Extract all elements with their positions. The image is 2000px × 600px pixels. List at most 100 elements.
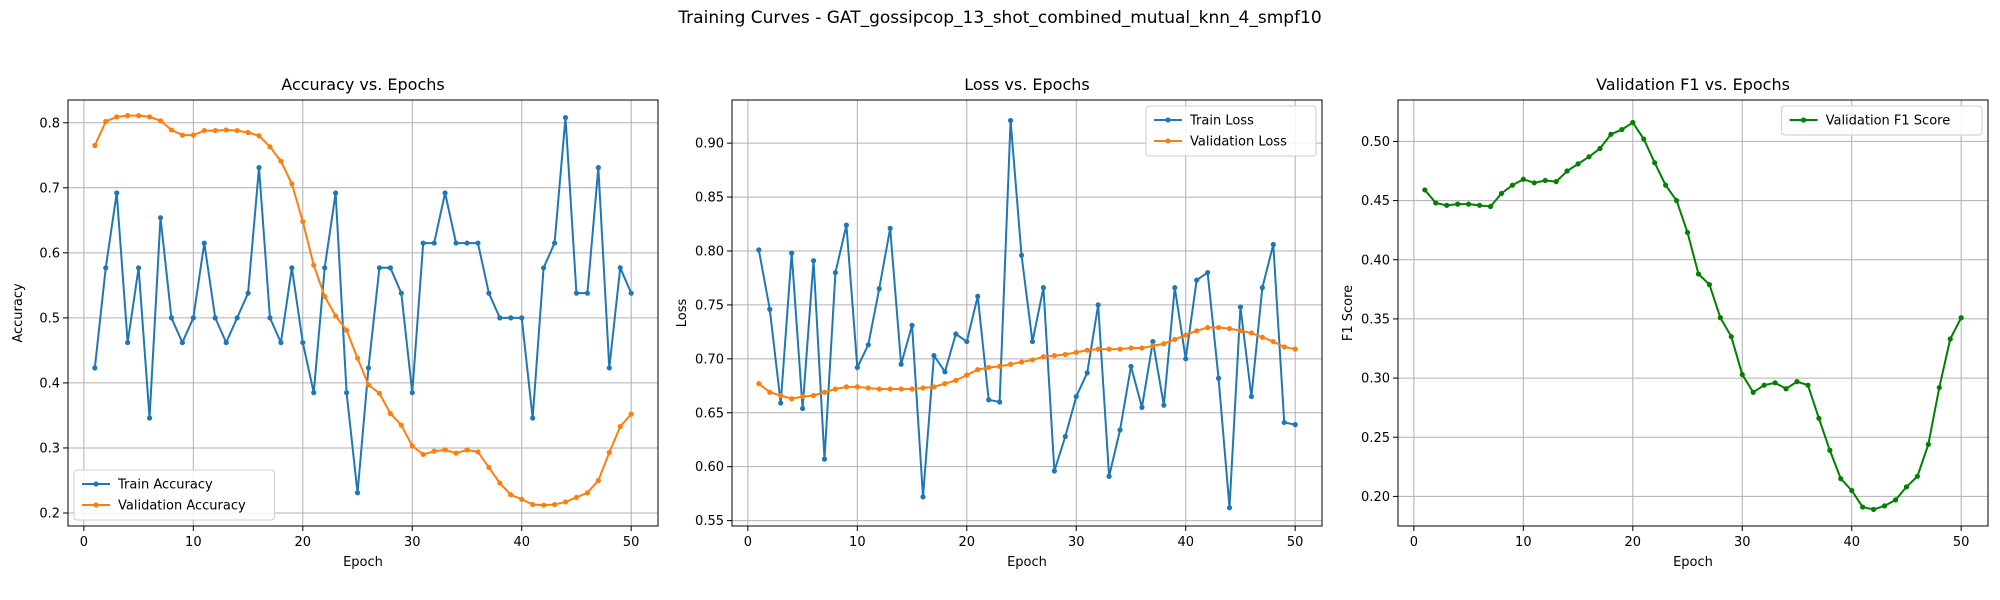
legend-label: Validation Accuracy: [118, 499, 246, 514]
y-tick-label: 0.60: [695, 460, 724, 475]
y-tick-label: 0.35: [1361, 312, 1390, 327]
data-point: [146, 415, 153, 421]
data-point: [617, 265, 623, 271]
y-tick-label: 0.25: [1361, 431, 1390, 446]
data-point: [909, 322, 915, 329]
data-point: [1619, 126, 1625, 133]
data-point: [1728, 334, 1734, 340]
x-tick-label: 20: [295, 535, 312, 550]
data-point: [508, 315, 514, 321]
data-point: [168, 315, 175, 321]
chart-panel-1: 0 10 20 30 40 50 0.2 0.3 0.4 0.5 0.6 0.7 0.8 Accuracy…: [11, 75, 659, 570]
data-point: [584, 490, 590, 496]
data-point: [573, 290, 580, 296]
data-point: [606, 365, 612, 371]
axes-title: Loss vs. Epochs: [964, 75, 1089, 94]
data-point: [1073, 349, 1079, 355]
x-tick-label: 10: [185, 535, 202, 550]
data-point: [1007, 117, 1014, 124]
data-point: [1029, 357, 1036, 363]
data-point: [1292, 422, 1298, 428]
x-tick-label: 0: [744, 535, 752, 550]
data-point: [953, 377, 959, 384]
data-point: [267, 315, 273, 321]
data-point: [387, 410, 393, 417]
x-tick-label: 50: [623, 535, 640, 550]
data-point: [519, 496, 525, 502]
data-point: [1564, 168, 1570, 174]
data-point: [1849, 487, 1855, 494]
chart-panel-2: 0 10 20 30 40 50 0.55 0.60 0.65 0.70 0.75 0.80 0.85 0…: [675, 75, 1323, 570]
data-point: [767, 306, 773, 312]
legend: Validation F1 Score: [1781, 105, 1983, 136]
data-point: [1761, 382, 1767, 388]
data-point: [562, 114, 569, 121]
data-point: [212, 315, 218, 321]
data-point: [245, 290, 251, 296]
data-point: [1860, 504, 1866, 510]
data-point: [1695, 271, 1702, 277]
data-point: [136, 113, 142, 119]
data-point: [1433, 200, 1439, 206]
data-point: [865, 342, 871, 348]
data-point: [354, 355, 361, 361]
x-axis-label: Epoch: [343, 555, 383, 570]
data-point: [442, 447, 448, 453]
series-line: [1424, 121, 1963, 511]
data-point: [1084, 370, 1090, 376]
data-point: [887, 225, 893, 231]
data-point: [854, 364, 860, 371]
data-point: [1553, 179, 1559, 185]
y-tick-label: 0.7: [39, 181, 60, 196]
data-point: [322, 293, 328, 300]
data-point: [1597, 145, 1603, 152]
x-tick-label: 40: [1177, 535, 1194, 550]
data-point: [1237, 328, 1244, 334]
data-point: [103, 265, 109, 271]
y-tick-label: 0.3: [39, 441, 60, 456]
data-point: [789, 396, 795, 402]
data-point: [92, 142, 98, 149]
data-point: [1542, 177, 1548, 184]
data-point: [942, 369, 948, 375]
legend-box: [1145, 105, 1317, 157]
data-point: [767, 389, 773, 395]
data-point: [1205, 269, 1211, 276]
x-tick-label: 30: [1068, 535, 1085, 550]
data-point: [865, 385, 871, 391]
data-point: [1073, 393, 1079, 400]
data-point: [333, 190, 339, 196]
series-validation-f1-score: [1422, 119, 1964, 513]
data-point: [376, 265, 383, 271]
data-point: [1139, 345, 1145, 351]
data-point: [179, 339, 185, 346]
data-point: [1194, 328, 1200, 334]
data-point: [1018, 252, 1025, 258]
data-point: [486, 464, 492, 471]
data-point: [322, 265, 328, 271]
data-point: [1128, 345, 1134, 351]
data-point: [1816, 415, 1822, 421]
y-axis-label: Accuracy: [11, 283, 26, 343]
series-train-accuracy: [92, 114, 634, 496]
y-tick-label: 0.90: [695, 137, 724, 152]
data-point: [1051, 353, 1057, 359]
legend-box: [1781, 105, 1983, 136]
x-tick-label: 20: [959, 535, 976, 550]
data-point: [1750, 389, 1756, 395]
data-point: [810, 392, 817, 399]
data-point: [1018, 359, 1025, 365]
data-point: [1040, 354, 1047, 360]
data-point: [821, 389, 828, 395]
data-point: [398, 422, 404, 428]
x-tick-label: 20: [1625, 535, 1642, 550]
data-point: [234, 127, 240, 134]
data-point: [1150, 338, 1156, 345]
data-point: [1652, 160, 1658, 166]
legend-label: Train Loss: [1189, 114, 1254, 129]
data-point: [800, 405, 806, 412]
series-line: [757, 120, 1296, 508]
data-point: [1062, 433, 1068, 440]
legend-box: [73, 469, 275, 521]
